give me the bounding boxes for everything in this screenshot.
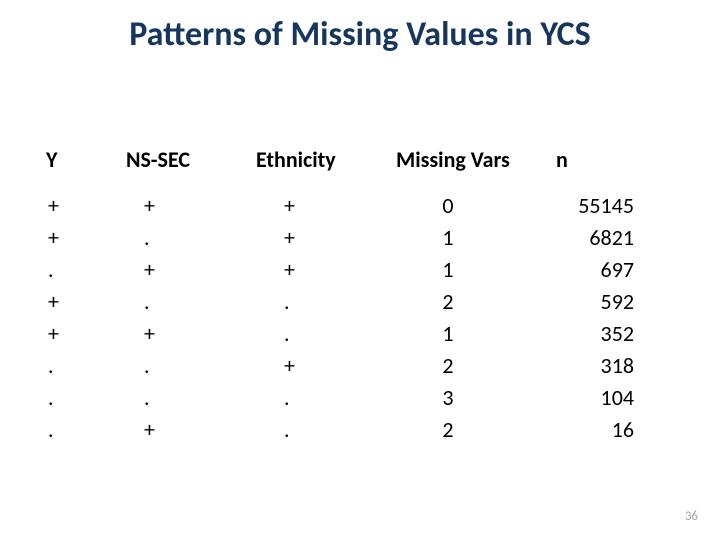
table-row: . . + 2 318 bbox=[46, 352, 656, 384]
cell-missing: 1 bbox=[396, 256, 556, 283]
table-row: + + + 0 55145 bbox=[46, 192, 656, 224]
cell-missing: 2 bbox=[396, 288, 556, 315]
cell-missing: 1 bbox=[396, 224, 556, 251]
cell-n: 318 bbox=[556, 352, 656, 379]
cell-nssec: + bbox=[126, 320, 256, 347]
cell-y: . bbox=[46, 352, 126, 379]
cell-n: 352 bbox=[556, 320, 656, 347]
table-body: + + + 0 55145 + . + 1 6821 . + + 1 697 +… bbox=[46, 192, 656, 448]
cell-y: . bbox=[46, 384, 126, 411]
cell-nssec: + bbox=[126, 192, 256, 219]
cell-ethnicity: + bbox=[256, 192, 396, 219]
cell-missing: 1 bbox=[396, 320, 556, 347]
cell-y: . bbox=[46, 256, 126, 283]
cell-ethnicity: . bbox=[256, 416, 396, 443]
cell-n: 55145 bbox=[556, 192, 656, 219]
cell-nssec: . bbox=[126, 288, 256, 315]
cell-ethnicity: + bbox=[256, 224, 396, 251]
cell-n: 592 bbox=[556, 288, 656, 315]
col-header-missing: Missing Vars bbox=[396, 146, 556, 173]
cell-n: 104 bbox=[556, 384, 656, 411]
cell-nssec: . bbox=[126, 384, 256, 411]
table-row: + . . 2 592 bbox=[46, 288, 656, 320]
cell-missing: 2 bbox=[396, 352, 556, 379]
col-header-n: n bbox=[556, 146, 656, 173]
table-row: + . + 1 6821 bbox=[46, 224, 656, 256]
col-header-nssec: NS-SEC bbox=[126, 146, 256, 173]
cell-y: + bbox=[46, 224, 126, 251]
cell-y: + bbox=[46, 192, 126, 219]
table-row: . + + 1 697 bbox=[46, 256, 656, 288]
cell-nssec: . bbox=[126, 352, 256, 379]
cell-n: 16 bbox=[556, 416, 656, 443]
table-row: + + . 1 352 bbox=[46, 320, 656, 352]
slide-number: 36 bbox=[685, 509, 698, 524]
table-header-row: Y NS-SEC Ethnicity Missing Vars n bbox=[46, 146, 656, 178]
missing-patterns-table: Y NS-SEC Ethnicity Missing Vars n + + + … bbox=[46, 146, 656, 448]
col-header-ethnicity: Ethnicity bbox=[256, 146, 396, 173]
cell-missing: 2 bbox=[396, 416, 556, 443]
cell-ethnicity: . bbox=[256, 320, 396, 347]
cell-nssec: . bbox=[126, 224, 256, 251]
cell-nssec: + bbox=[126, 416, 256, 443]
cell-y: . bbox=[46, 416, 126, 443]
table-row: . + . 2 16 bbox=[46, 416, 656, 448]
cell-missing: 3 bbox=[396, 384, 556, 411]
cell-nssec: + bbox=[126, 256, 256, 283]
cell-ethnicity: . bbox=[256, 288, 396, 315]
cell-ethnicity: + bbox=[256, 256, 396, 283]
cell-ethnicity: + bbox=[256, 352, 396, 379]
cell-missing: 0 bbox=[396, 192, 556, 219]
table-row: . . . 3 104 bbox=[46, 384, 656, 416]
cell-y: + bbox=[46, 288, 126, 315]
cell-ethnicity: . bbox=[256, 384, 396, 411]
cell-n: 6821 bbox=[556, 224, 656, 251]
cell-n: 697 bbox=[556, 256, 656, 283]
page-title: Patterns of Missing Values in YCS bbox=[0, 14, 720, 55]
cell-y: + bbox=[46, 320, 126, 347]
col-header-y: Y bbox=[46, 146, 126, 173]
